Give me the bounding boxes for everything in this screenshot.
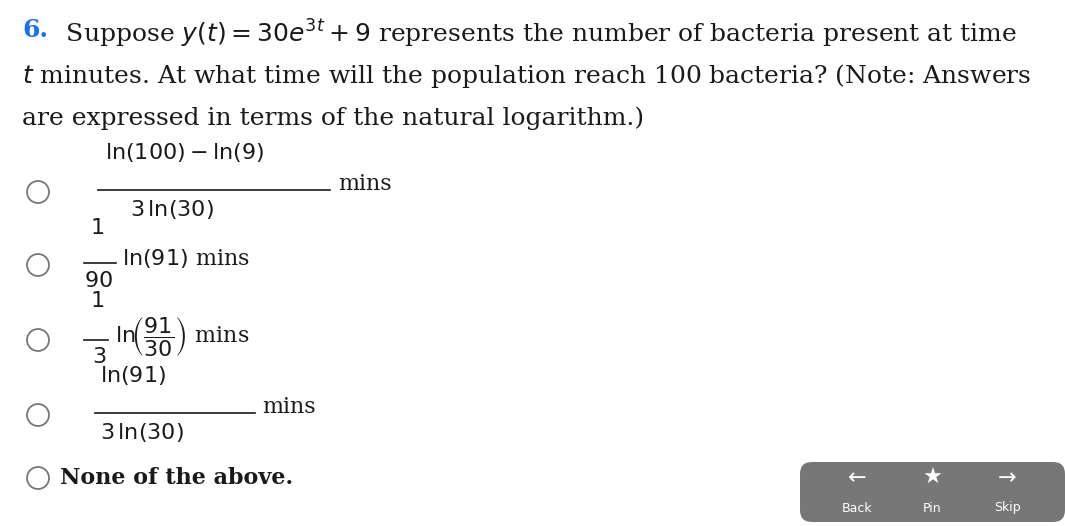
Text: Skip: Skip [995,501,1021,514]
Text: $3\,\mathrm{ln}(30)$: $3\,\mathrm{ln}(30)$ [130,198,214,221]
Text: ★: ★ [922,468,943,488]
Text: Pin: Pin [923,501,941,514]
Text: ←: ← [848,468,867,488]
Text: $\mathrm{ln}(91)$ mins: $\mathrm{ln}(91)$ mins [122,248,250,270]
Text: $t$ minutes. At what time will the population reach 100 bacteria? (Note: Answers: $t$ minutes. At what time will the popul… [22,62,1031,90]
Text: mins: mins [338,173,392,195]
FancyBboxPatch shape [800,462,1065,522]
Text: mins: mins [262,396,315,418]
Text: $\mathrm{ln}(100) - \mathrm{ln}(9)$: $\mathrm{ln}(100) - \mathrm{ln}(9)$ [105,141,264,164]
Text: are expressed in terms of the natural logarithm.): are expressed in terms of the natural lo… [22,106,644,129]
Text: $90$: $90$ [84,270,113,292]
Text: 6.: 6. [22,18,48,42]
Text: Back: Back [842,501,873,514]
Text: $\mathrm{ln}\!\left(\dfrac{91}{30}\right)$ mins: $\mathrm{ln}\!\left(\dfrac{91}{30}\right… [115,315,249,358]
Text: $3$: $3$ [92,346,106,368]
Text: →: → [998,468,1017,488]
Text: $\mathrm{ln}(91)$: $\mathrm{ln}(91)$ [100,364,166,387]
Text: $1$: $1$ [91,217,104,239]
Text: None of the above.: None of the above. [60,467,293,489]
Text: $3\,\mathrm{ln}(30)$: $3\,\mathrm{ln}(30)$ [100,421,184,444]
Text: $1$: $1$ [91,290,104,312]
Text: Suppose $y(t) = 30e^{3t} + 9$ represents the number of bacteria present at time: Suppose $y(t) = 30e^{3t} + 9$ represents… [58,18,1017,50]
